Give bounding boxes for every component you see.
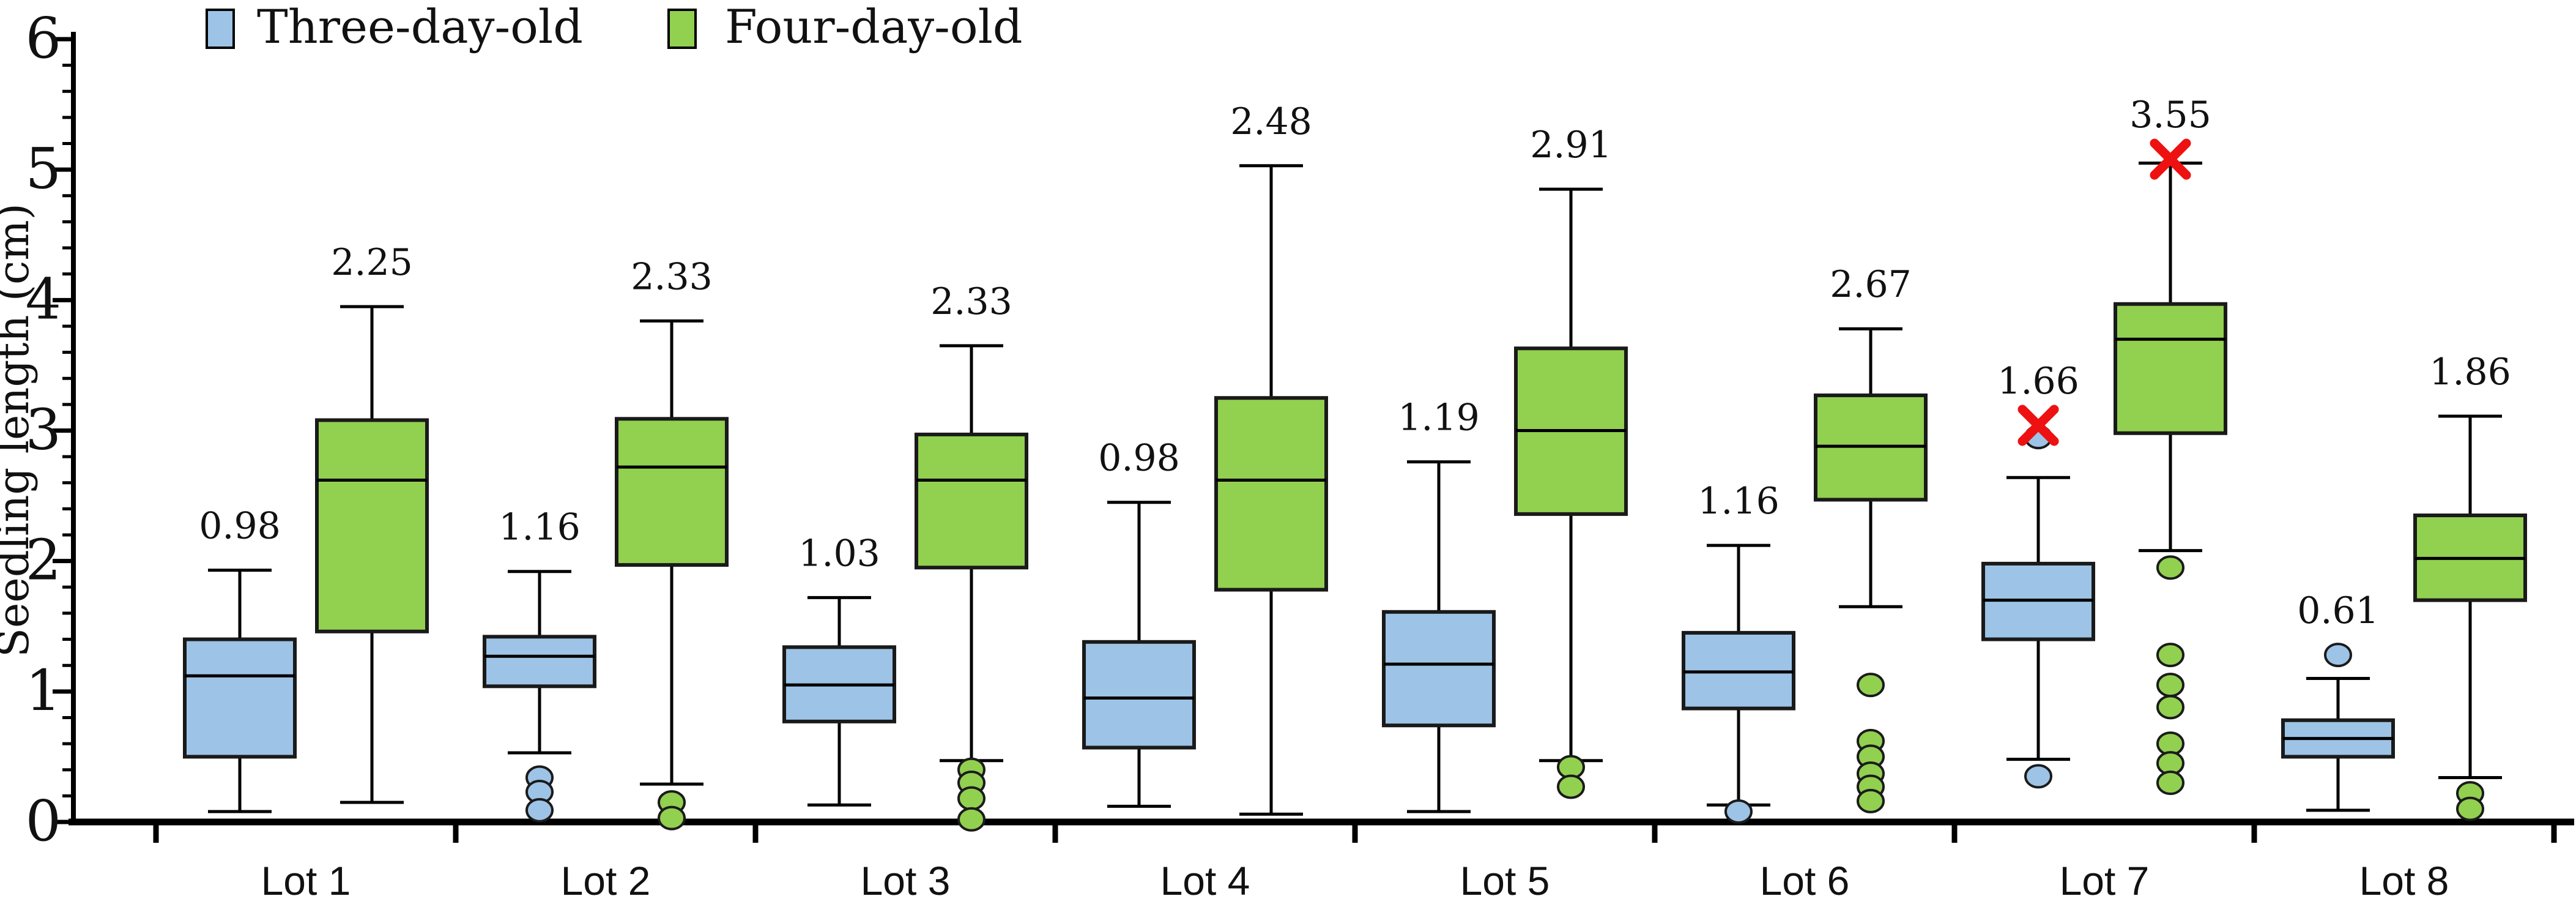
outlier-dot <box>2156 695 2184 720</box>
mean-value-label: 2.91 <box>1530 124 1612 166</box>
boxplot-lot6-four-day-old <box>1814 327 1928 813</box>
mean-value-label: 2.48 <box>1230 100 1312 143</box>
outlier-dot <box>1557 774 1585 799</box>
mean-value-label: 0.98 <box>199 505 281 548</box>
boxplot-lot4-four-day-old <box>1214 164 1328 816</box>
boxplot-lot3-three-day-old <box>782 596 896 807</box>
y-tick-label: 4 <box>25 266 61 332</box>
mean-value-label: 2.33 <box>631 255 713 298</box>
boxplot-lot8-four-day-old <box>2413 414 2527 821</box>
outlier-dot <box>2156 673 2184 698</box>
y-tick-label: 5 <box>25 136 61 201</box>
legend-label: Three-day-old <box>257 0 583 54</box>
y-axis-title: Seedling length (cm) <box>0 203 39 657</box>
boxplot-lot2-three-day-old <box>483 570 596 823</box>
x-category-label: Lot 1 <box>261 858 351 903</box>
y-tick-label: 1 <box>25 658 61 723</box>
outlier-x-marker <box>2150 138 2191 180</box>
iqr-box <box>615 417 729 567</box>
outlier-dot <box>1857 673 1885 698</box>
outlier-dot <box>957 807 985 832</box>
boxplot-lot3-four-day-old <box>915 344 1028 832</box>
y-tick-label: 2 <box>25 528 61 593</box>
x-category-label: Lot 3 <box>861 858 951 903</box>
mean-value-label: 1.16 <box>1698 480 1780 523</box>
mean-value-label: 2.67 <box>1830 263 1912 306</box>
x-category-label: Lot 4 <box>1160 858 1250 903</box>
outlier-dot <box>2156 555 2184 580</box>
mean-value-label: 2.33 <box>930 280 1012 323</box>
outlier-dot <box>658 805 686 831</box>
boxplot-lot6-three-day-old <box>1682 543 1795 824</box>
mean-value-label: 0.61 <box>2297 589 2379 632</box>
outlier-dot <box>1857 788 1885 813</box>
mean-value-label: 1.03 <box>798 532 880 575</box>
y-tick-label: 3 <box>25 397 61 462</box>
legend-label: Four-day-old <box>725 0 1023 54</box>
boxplot-lot5-three-day-old <box>1382 460 1496 813</box>
boxplot-lot1-three-day-old <box>183 569 297 813</box>
boxplot-lot7-three-day-old <box>1981 405 2095 789</box>
outlier-dot <box>957 786 985 811</box>
mean-value-label: 0.98 <box>1098 437 1180 480</box>
boxplot-lot2-four-day-old <box>615 319 729 831</box>
iqr-box <box>183 637 297 759</box>
outlier-dot <box>2024 764 2052 789</box>
legend-swatch-four-day-old <box>667 9 697 49</box>
outlier-dot <box>2324 643 2352 668</box>
outlier-dot <box>525 797 554 823</box>
y-tick-label: 0 <box>25 788 61 854</box>
outlier-dot <box>1724 799 1753 824</box>
boxplot-lot8-three-day-old <box>2281 643 2395 812</box>
mean-value-label: 1.19 <box>1398 397 1480 439</box>
boxplot-lot7-four-day-old <box>2114 138 2227 796</box>
iqr-box <box>1214 396 1328 592</box>
x-category-label: Lot 6 <box>1760 858 1850 903</box>
mean-value-label: 1.66 <box>1997 360 2079 403</box>
boxplot-lot5-four-day-old <box>1514 187 1628 799</box>
boxplot-lot4-three-day-old <box>1082 501 1196 808</box>
iqr-box <box>315 418 429 633</box>
mean-value-label: 1.16 <box>499 506 581 549</box>
legend-swatch-three-day-old <box>206 9 235 49</box>
mean-value-label: 3.55 <box>2129 94 2211 136</box>
y-tick-label: 6 <box>25 6 61 71</box>
x-category-label: Lot 7 <box>2060 858 2150 903</box>
iqr-box <box>1082 640 1196 750</box>
x-category-label: Lot 8 <box>2359 858 2449 903</box>
x-category-label: Lot 5 <box>1460 858 1550 903</box>
iqr-box <box>2114 302 2227 435</box>
outlier-dot <box>2156 643 2184 668</box>
iqr-box <box>915 432 1028 570</box>
outlier-dot <box>2456 796 2484 821</box>
x-category-label: Lot 2 <box>561 858 651 903</box>
outlier-x-marker <box>2017 405 2059 446</box>
iqr-box <box>1382 610 1496 728</box>
iqr-box <box>483 635 596 689</box>
outlier-dot <box>2156 771 2184 796</box>
mean-value-label: 2.25 <box>331 241 413 284</box>
boxplot-lot1-four-day-old <box>315 305 429 804</box>
mean-value-label: 1.86 <box>2429 351 2511 394</box>
